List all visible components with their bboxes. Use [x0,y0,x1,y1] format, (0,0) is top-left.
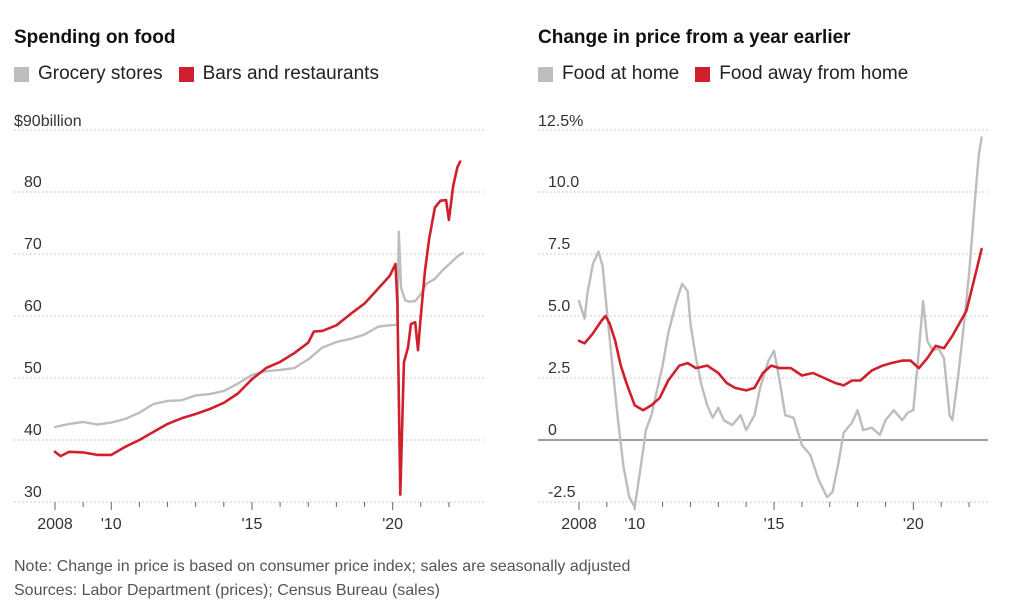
right-chart-legend: Food at home Food away from home [538,63,924,85]
right-y-tick-label: 2.5 [548,360,570,377]
left-y-tick-label: 50 [24,360,42,377]
legend-item-food-at-home: Food at home [538,63,679,85]
right-series-line-red [577,247,983,412]
right-x-tick-label: 2008 [561,516,597,533]
right-y-tick-label: -2.5 [548,484,576,501]
legend-label-restaurants: Bars and restaurants [202,63,379,84]
right-y-tick-label: 7.5 [548,236,570,253]
left-chart-title: Spending on food [14,27,176,48]
legend-item-restaurants: Bars and restaurants [178,63,379,85]
legend-label-food-away: Food away from home [719,63,909,84]
legend-swatch-red [695,66,711,82]
right-x-tick-label: '20 [903,516,924,533]
left-y-tick-label: 80 [24,174,42,191]
left-series-line-red [53,160,462,496]
left-series-line-gray [53,230,465,429]
left-x-tick-label: 2008 [37,516,73,533]
left-chart-legend: Grocery stores Bars and restaurants [14,63,395,85]
left-y-tick-label: 40 [24,422,42,439]
legend-item-grocery: Grocery stores [14,63,163,85]
chart-sources: Sources: Labor Department (prices); Cens… [14,582,440,599]
left-y-tick-label-top: $90billion [14,113,82,130]
right-x-tick-label: '10 [624,516,645,533]
right-y-tick-label: 0 [548,422,557,439]
left-y-tick-label: 30 [24,484,42,501]
left-y-tick-label: 70 [24,236,42,253]
right-y-tick-label: 10.0 [548,174,579,191]
legend-label-food-at-home: Food at home [562,63,680,84]
right-y-tick-label: 5.0 [548,298,570,315]
right-series-line-gray [577,136,983,509]
left-x-tick-label: '20 [382,516,403,533]
left-y-tick-label: 60 [24,298,42,315]
chart-note: Note: Change in price is based on consum… [14,558,631,575]
left-x-tick-label: '15 [242,516,263,533]
right-x-tick-label: '15 [764,516,785,533]
right-y-tick-label-top: 12.5% [538,113,583,130]
legend-label-grocery: Grocery stores [38,63,163,84]
left-x-tick-label: '10 [101,516,122,533]
legend-swatch-red [178,66,194,82]
legend-swatch-gray [538,66,553,82]
right-chart-title: Change in price from a year earlier [538,27,851,48]
legend-swatch-gray [14,66,29,82]
legend-item-food-away: Food away from home [695,63,908,85]
